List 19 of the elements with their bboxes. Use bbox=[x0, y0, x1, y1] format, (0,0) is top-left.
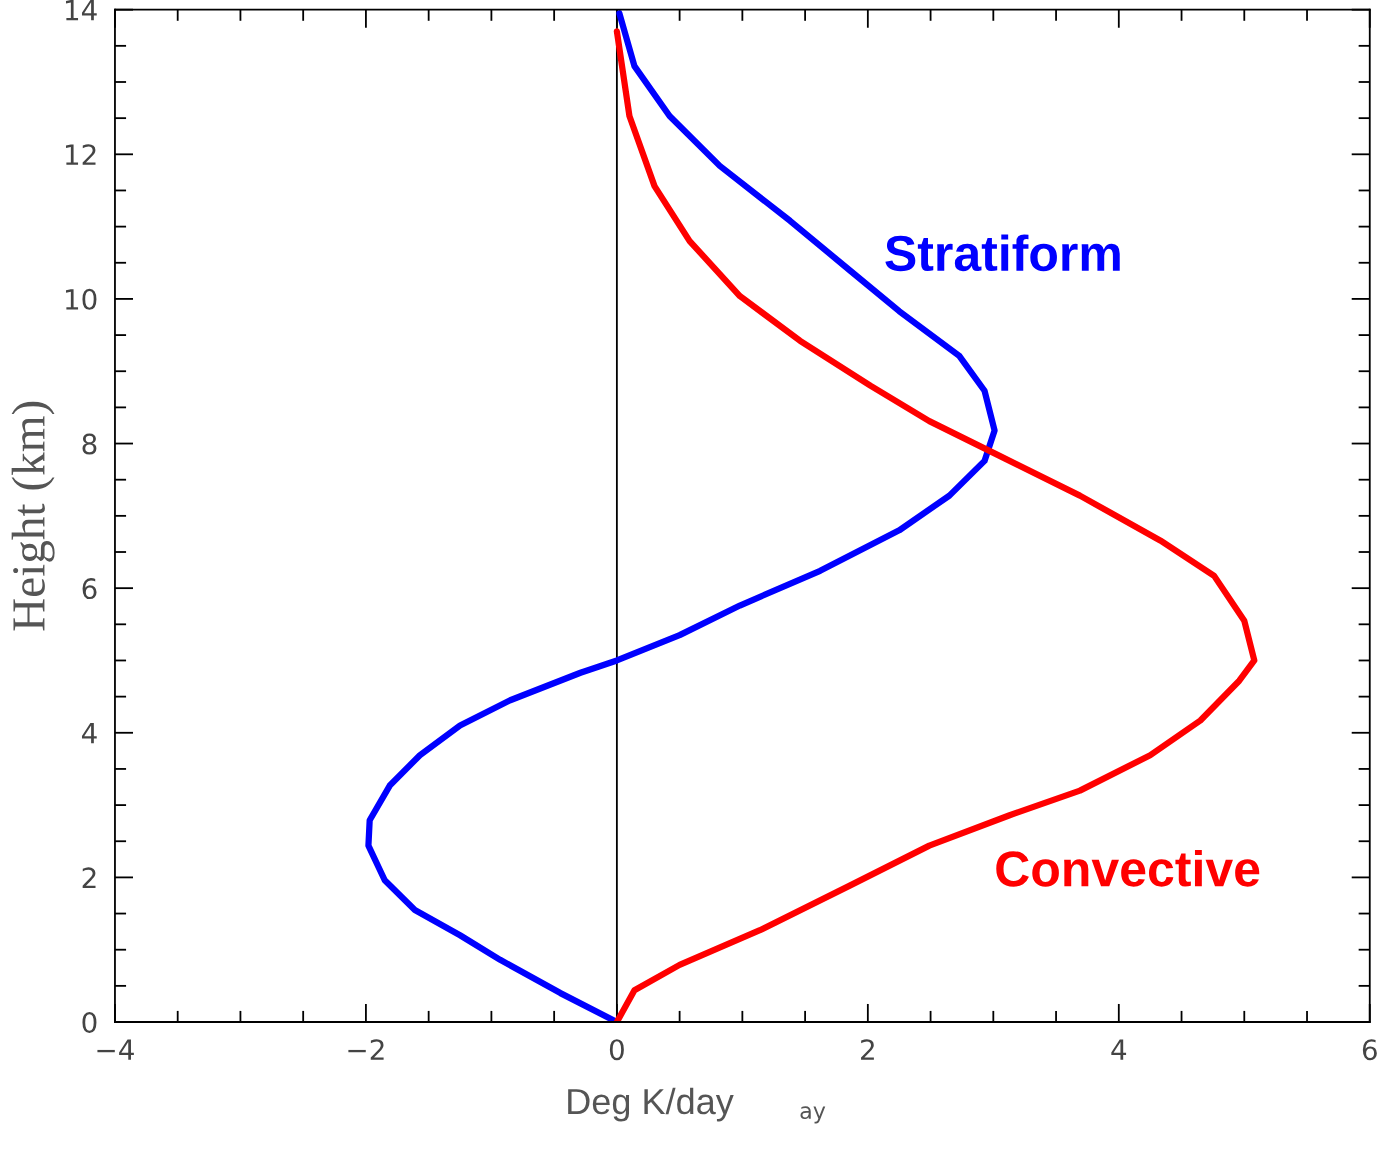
y-tick-label: 14 bbox=[65, 0, 97, 21]
x-tick-label: 2 bbox=[861, 1039, 874, 1060]
x-tick-label: 6 bbox=[1362, 1039, 1377, 1061]
x-tick-label: 0 bbox=[609, 1039, 624, 1061]
y-tick-label: 6 bbox=[82, 578, 97, 600]
x-tick-label: −4 bbox=[97, 1039, 134, 1060]
y-tick-label: 0 bbox=[82, 1011, 97, 1033]
annotation: Stratiform bbox=[885, 234, 1120, 272]
x-tick-label: 4 bbox=[1111, 1039, 1127, 1060]
y-tick-label: 2 bbox=[82, 867, 96, 888]
y-tick-label: 12 bbox=[65, 144, 96, 165]
y-axis-title: Height (km) bbox=[11, 401, 55, 631]
y-tick-label: 8 bbox=[82, 433, 97, 455]
y-tick-label: 4 bbox=[81, 723, 97, 744]
x-tick-label: −2 bbox=[348, 1039, 384, 1060]
annotation: Convective bbox=[996, 849, 1260, 887]
x-axis-title: Deg K/day bbox=[568, 1087, 734, 1122]
text: ay bbox=[800, 1106, 826, 1124]
y-tick-label: 10 bbox=[65, 288, 97, 310]
